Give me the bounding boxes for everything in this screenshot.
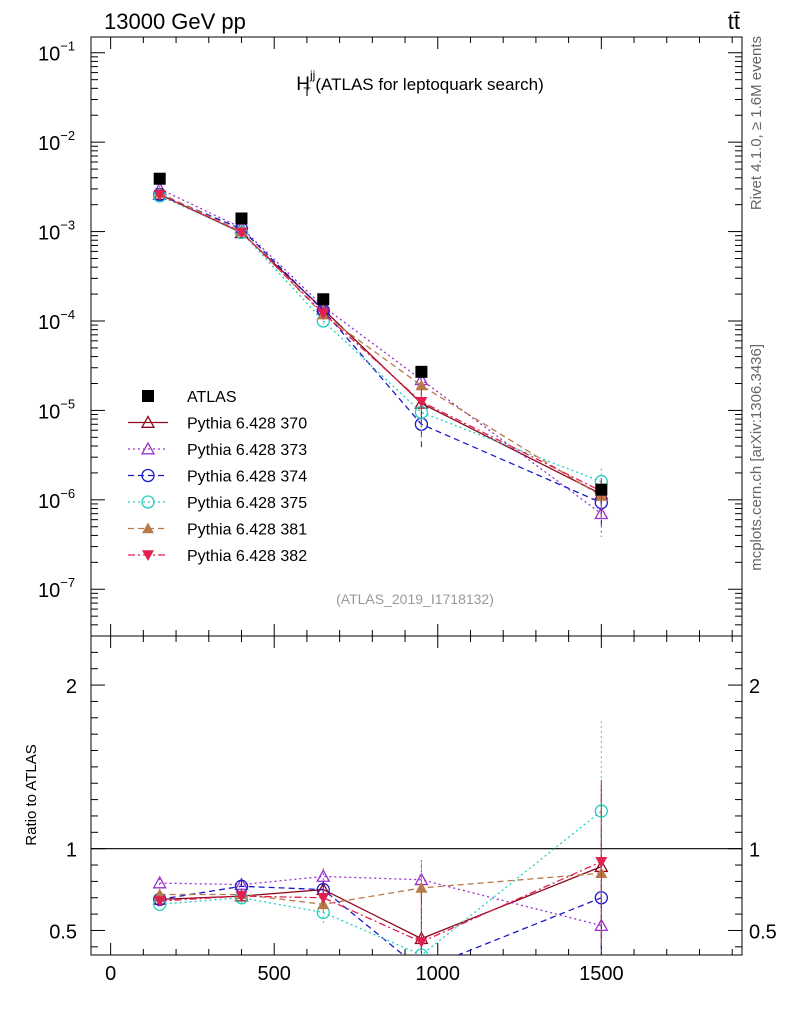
main-series-line — [159, 195, 602, 483]
ratio-axis-ticks — [91, 635, 742, 955]
legend-label: Pythia 6.428 381 — [187, 522, 307, 539]
series-marker — [141, 468, 155, 483]
series-marker — [142, 522, 154, 534]
main-ytick-label: 10−1 — [38, 39, 75, 66]
series-marker — [316, 869, 331, 882]
analysis-id: (ATLAS_2019_I1718132) — [336, 591, 494, 607]
ratio-axis-labels: 0.5 0.5 1 1 2 2 0 500 1000 1500 — [49, 676, 777, 985]
data-marker — [235, 212, 248, 225]
main-ytick-label: 10−2 — [38, 128, 75, 155]
process-label: tt̄ — [728, 9, 740, 34]
series-marker — [415, 937, 428, 948]
main-ytick-label: 10−5 — [38, 396, 75, 423]
xtick-label: 1000 — [416, 963, 461, 985]
main-plot-frame — [90, 36, 743, 637]
ratio-plot-frame — [90, 635, 743, 956]
legend-label: Pythia 6.428 373 — [187, 442, 307, 459]
main-ytick-label: 10−6 — [38, 486, 75, 513]
series-marker — [235, 227, 248, 239]
series-marker — [152, 875, 167, 889]
legend-label: Pythia 6.428 374 — [187, 469, 307, 486]
ratio-ytick-label-right: 2 — [749, 676, 760, 698]
mcplots-label: mcplots.cern.ch [arXiv:1306.3436] — [748, 344, 765, 571]
main-ytick-label: 10−7 — [38, 575, 75, 602]
series-marker — [153, 189, 166, 201]
series-marker — [140, 441, 156, 455]
series-marker — [142, 550, 154, 561]
data-marker — [153, 172, 166, 185]
series-marker — [595, 856, 608, 868]
ratio-series-line — [159, 810, 602, 955]
data-marker — [415, 365, 428, 378]
series-marker — [141, 495, 155, 509]
series-marker — [415, 379, 428, 391]
series-marker — [235, 891, 248, 903]
main-series-group — [152, 172, 609, 537]
legend-label: Pythia 6.428 375 — [187, 495, 307, 512]
main-axis-ticks — [91, 37, 742, 637]
main-series-line — [159, 192, 602, 497]
xtick-label: 1500 — [579, 963, 624, 985]
series-marker — [415, 881, 428, 893]
series-marker — [317, 892, 330, 904]
main-series-line — [159, 188, 602, 515]
main-ytick-label: 10−3 — [38, 218, 75, 245]
legend: ATLAS Pythia 6.428 370 Pythia 6.428 373 Pyt… — [128, 389, 307, 565]
ratio-ylabel: Ratio to ATLAS — [23, 744, 40, 845]
plot-title: Hjj T (ATLAS for leptoquark search) — [296, 68, 543, 99]
beam-label: 13000 GeV pp — [104, 9, 246, 34]
data-marker — [595, 483, 608, 496]
legend-label: Pythia 6.428 370 — [187, 416, 307, 433]
rivet-label: Rivet 4.1.0, ≥ 1.6M events — [748, 36, 765, 210]
ratio-ytick-label: 0.5 — [49, 921, 77, 943]
ratio-ytick-label: 2 — [66, 676, 77, 698]
ratio-ytick-label: 1 — [66, 840, 77, 862]
xtick-label: 0 — [105, 963, 116, 985]
series-marker — [317, 308, 330, 320]
series-marker — [153, 896, 166, 908]
ratio-ytick-label-right: 0.5 — [749, 921, 777, 943]
ratio-ytick-label-right: 1 — [749, 840, 760, 862]
series-marker — [415, 396, 428, 408]
series-marker — [140, 415, 156, 428]
legend-label: ATLAS — [187, 389, 237, 406]
main-ytick-labels: 10−1 10−2 10−3 10−4 10−5 10−6 10−7 — [38, 39, 75, 603]
data-marker — [142, 390, 154, 402]
legend-label: Pythia 6.428 382 — [187, 548, 307, 565]
main-ytick-label: 10−4 — [38, 307, 75, 334]
ratio-series-line — [159, 861, 602, 943]
data-marker — [317, 293, 330, 306]
ratio-series-group — [152, 721, 609, 955]
ratio-series-line — [159, 866, 602, 940]
xtick-label: 500 — [258, 963, 291, 985]
